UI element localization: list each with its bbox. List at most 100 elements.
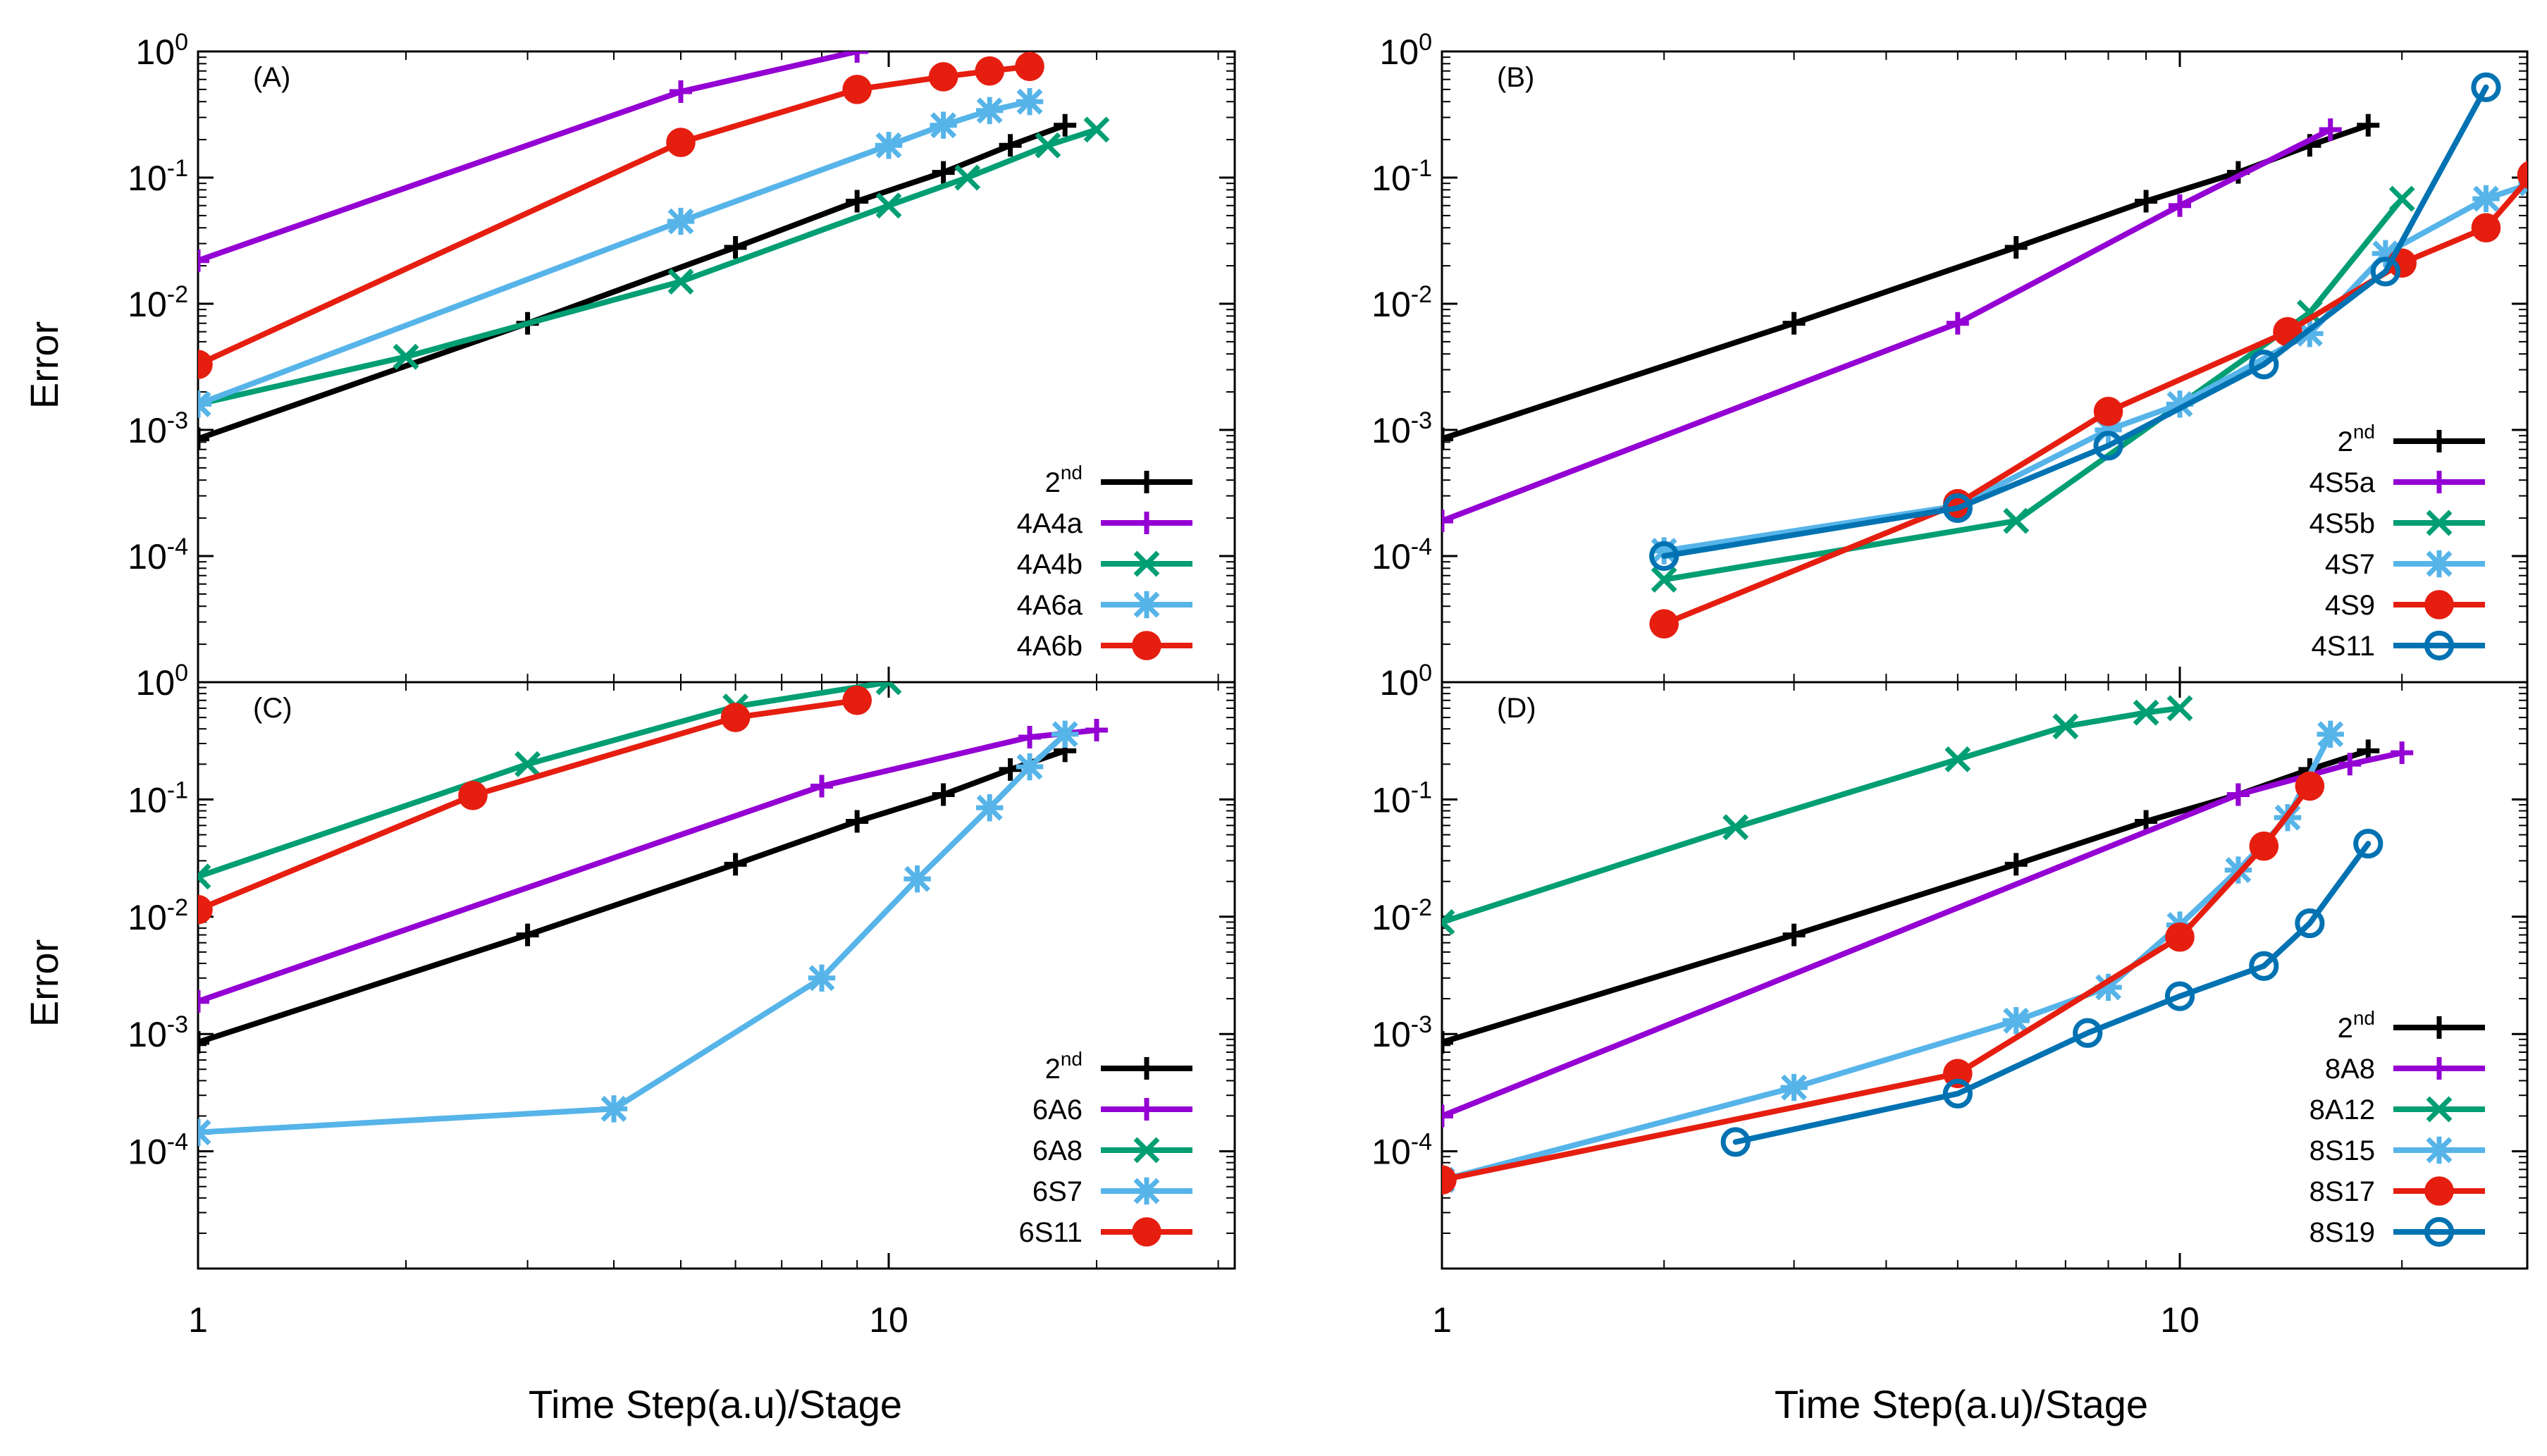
legend-label: 4S5a [2309,467,2376,498]
data-point [1942,493,1973,524]
series-4a6a [198,88,1044,418]
plot-area [198,51,1110,450]
y-tick-label: 10-2 [128,281,188,324]
data-point [2164,981,2195,1011]
series-2nd [1442,113,2380,450]
panel-b: 100 10-1 10-2 10-3 10-4 (B) 2nd 4S5a 4S5b 4S7 4S9 4… [1371,29,2529,684]
plot-area [198,682,1109,1146]
panel-d: 1 10 100 10-1 10-2 10-3 10-4 (D) 2nd 8A8 8A12 8S15 8… [1371,660,2529,1340]
data-point [842,75,872,104]
plot-frame [1441,681,2529,1270]
panel-title: (D) [1497,693,1536,724]
plot-frame [197,681,1236,1270]
data-point [2249,951,2279,981]
series-4a6b [198,51,1044,379]
data-point [198,1128,211,1146]
data-point-b [2519,184,2527,197]
series-8s19 [1720,828,2383,1157]
data-point-b [1651,567,1677,593]
data-point-b [667,269,694,295]
legend-label: 4S9 [2325,590,2375,621]
series-2nd [198,739,1077,1054]
y-tick-label: 10-3 [1371,1011,1432,1054]
legend-label: 4A6a [1017,590,1083,621]
series-line [198,697,861,913]
plot-area [1442,72,2527,639]
series-6s7 [198,720,1079,1146]
y-tick-label: 10-3 [1371,407,1432,450]
y-tick-label: 10-1 [1371,155,1432,198]
y-tick-label: 10-4 [1371,533,1432,576]
data-point [2249,350,2279,380]
legend-label: 6S11 [1019,1217,1083,1248]
panel-title: (B) [1497,62,1534,93]
legend-marker [2424,1216,2455,1247]
legend-label: 2nd [2338,1007,2375,1044]
data-point [2165,922,2195,952]
x-tick-label: 1 [188,1300,208,1340]
y-tick-label: 10-4 [1371,1129,1432,1172]
y-tick-label: 10-1 [128,777,188,820]
legend-marker-b [2426,1096,2453,1123]
x-tick-label: 10 [2160,1300,2200,1340]
data-point-b [393,343,419,370]
x-tick-label: 1 [1432,1300,1452,1340]
data-point [2370,257,2400,287]
data-point [1649,609,1679,639]
legend-marker-b [1133,1137,1160,1164]
series-line [1732,841,2372,1145]
data-point-b [1035,132,1061,159]
legend-label: 6A8 [1032,1135,1083,1166]
series-8a8 [1442,741,2414,1128]
legend-marker-b [2426,510,2453,536]
series-line [1442,126,2333,524]
y-tick-label: 100 [1379,29,1432,72]
series-line [1661,84,2489,559]
y-tick-label: 10-2 [1371,281,1432,324]
data-point [2249,831,2279,861]
y-axis-title-bottom: Error [22,939,66,1027]
legend-label: 2nd [2338,421,2375,457]
y-tick-label: 100 [1379,660,1432,703]
data-point-b [2052,713,2079,740]
y-tick-label: 10-2 [128,894,188,937]
data-point-b [198,390,211,408]
series-4a4a [198,51,869,272]
legend-label: 4A6b [1017,631,1083,662]
data-point [1015,51,1044,82]
panel-c: 1 10 100 10-1 10-2 10-3 10-4 (C) 2nd 6A6 6A8 6S7 6S1… [128,660,1236,1340]
data-point-b [198,1119,211,1136]
legend-marker [2424,1176,2454,1206]
data-point-b [1722,814,1749,841]
data-point [1442,1165,1457,1195]
legend-label: 4A4a [1017,508,1083,539]
x-axis-title-left: Time Step(a.u)/Stage [529,1382,902,1426]
data-point [666,128,696,157]
data-point [458,781,488,810]
series-4s5a [1442,118,2342,533]
data-point [2295,908,2325,939]
series-4a4b [198,116,1110,417]
data-point-b [1944,746,1971,772]
data-point-b [2133,699,2159,726]
series-8s17 [1442,771,2325,1195]
data-point [1649,541,1679,572]
data-point [198,400,211,417]
data-point [1720,1127,1751,1157]
x-tick-label: 10 [869,1300,908,1340]
legend-marker [2424,590,2454,619]
data-point [2517,161,2527,189]
series-8a12 [1442,695,2193,935]
legend-label: 8S17 [2309,1176,2375,1207]
data-point [928,62,958,92]
panel-title: (C) [253,693,292,724]
data-point [1442,918,1455,935]
data-point [720,703,751,732]
panel-a: 100 10-1 10-2 10-3 10-4 (A) 2nd 4A4a 4A4b 4A6a 4A6… [128,29,1236,684]
legend-label: 8S19 [2309,1217,2375,1248]
series-6s11 [198,685,872,925]
data-point [2471,213,2501,243]
series-line [198,682,892,880]
